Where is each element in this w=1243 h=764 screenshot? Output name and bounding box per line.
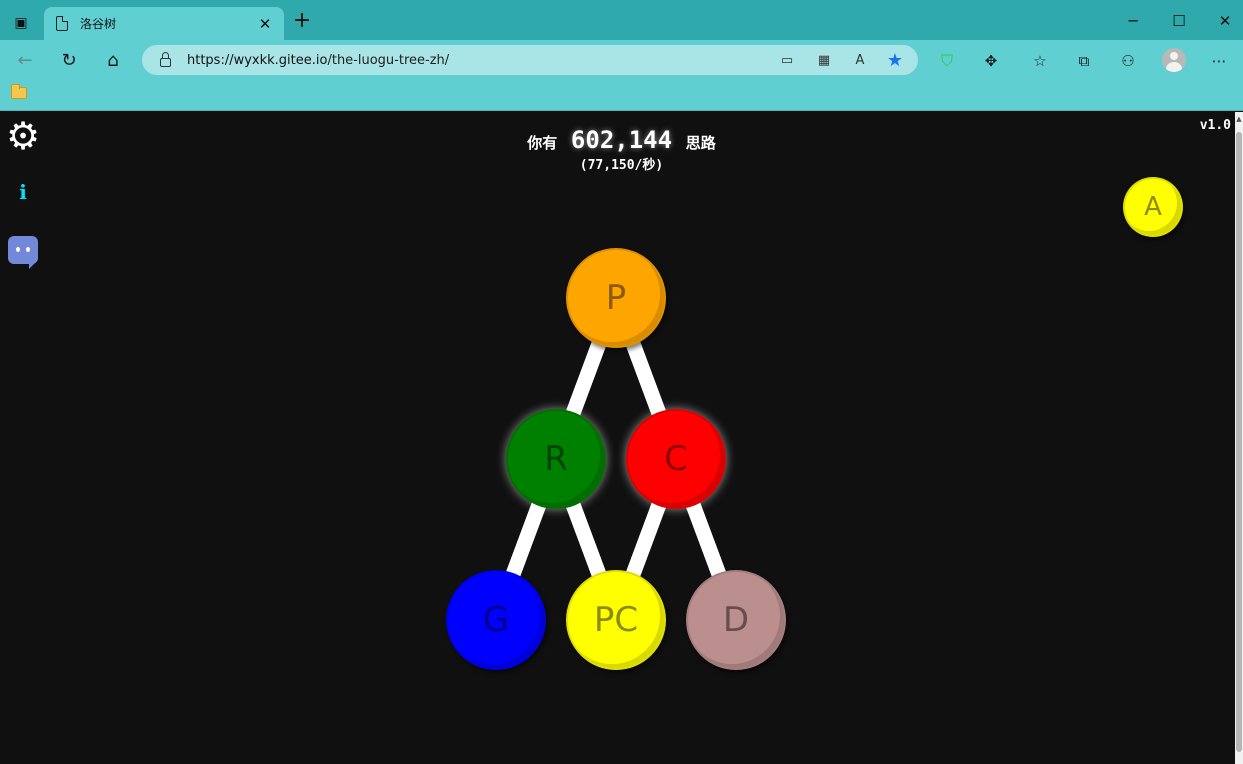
- device-icon[interactable]: ▭: [780, 53, 794, 68]
- tree-node-d[interactable]: D: [686, 570, 786, 670]
- shield-icon[interactable]: ⛉: [940, 51, 953, 70]
- refresh-icon[interactable]: ↻: [61, 50, 77, 71]
- apps-icon[interactable]: ▦: [817, 53, 831, 68]
- back-icon[interactable]: ←: [17, 50, 33, 71]
- tree-node-g[interactable]: G: [446, 570, 546, 670]
- points-suffix: 思路: [685, 134, 716, 152]
- workspaces-icon[interactable]: ⚇: [1121, 52, 1135, 70]
- tree-node-c[interactable]: C: [626, 409, 726, 509]
- tab-title: 洛谷树: [80, 17, 117, 31]
- points-amount: 602,144: [570, 126, 673, 154]
- scrollbar-thumb[interactable]: [1236, 132, 1242, 752]
- info-icon[interactable]: i: [19, 180, 27, 204]
- read-aloud-icon[interactable]: A: [855, 53, 865, 68]
- points-rate: (77,150/秒): [579, 158, 664, 173]
- page-scrollbar[interactable]: ▲: [1235, 112, 1243, 764]
- version-label: v1.0: [1199, 118, 1231, 133]
- collections-icon[interactable]: ⧉: [1078, 52, 1090, 70]
- tree-node-a[interactable]: A: [1123, 177, 1183, 237]
- home-icon[interactable]: ⌂: [107, 50, 119, 71]
- folder-icon[interactable]: [11, 84, 27, 99]
- browser-titlebar: ▣ 洛谷树 ✕ + ─ ☐ ✕: [0, 0, 1243, 40]
- minimize-button[interactable]: ─: [1128, 12, 1138, 30]
- more-menu-icon[interactable]: ⋯: [1211, 52, 1227, 70]
- lock-icon[interactable]: [160, 51, 171, 67]
- points-display: 你有 602,144 思路: [0, 126, 1243, 154]
- page-icon: [56, 16, 68, 31]
- new-tab-button[interactable]: +: [292, 8, 312, 33]
- tree-node-pc[interactable]: PC: [566, 570, 666, 670]
- tab-actions-icon[interactable]: ▣: [14, 15, 28, 31]
- address-bar[interactable]: https://wyxkk.gitee.io/the-luogu-tree-zh…: [142, 45, 918, 75]
- favorite-star-icon[interactable]: ★: [886, 50, 904, 71]
- gear-icon[interactable]: ⚙: [5, 114, 41, 158]
- scroll-up-icon[interactable]: ▲: [1236, 115, 1242, 123]
- tab-close-icon[interactable]: ✕: [258, 14, 272, 33]
- url-text[interactable]: https://wyxkk.gitee.io/the-luogu-tree-zh…: [187, 52, 450, 68]
- browser-toolbar: ← ↻ ⌂ https://wyxkk.gitee.io/the-luogu-t…: [0, 40, 1243, 80]
- tree-node-r[interactable]: R: [506, 409, 606, 509]
- extensions-icon[interactable]: ✥: [984, 52, 998, 70]
- maximize-button[interactable]: ☐: [1172, 12, 1186, 30]
- close-window-button[interactable]: ✕: [1218, 12, 1232, 30]
- discord-icon[interactable]: [5, 232, 41, 269]
- favorites-icon[interactable]: ☆: [1033, 52, 1047, 70]
- bookmarks-bar: [0, 80, 1243, 111]
- tab-active[interactable]: 洛谷树 ✕: [44, 7, 284, 40]
- profile-avatar[interactable]: [1162, 48, 1186, 72]
- points-prefix: 你有: [527, 134, 558, 152]
- game-viewport: ⚙ i v1.0 你有 602,144 思路 (77,150/秒) P R C …: [0, 112, 1243, 764]
- tree-node-p[interactable]: P: [566, 248, 666, 348]
